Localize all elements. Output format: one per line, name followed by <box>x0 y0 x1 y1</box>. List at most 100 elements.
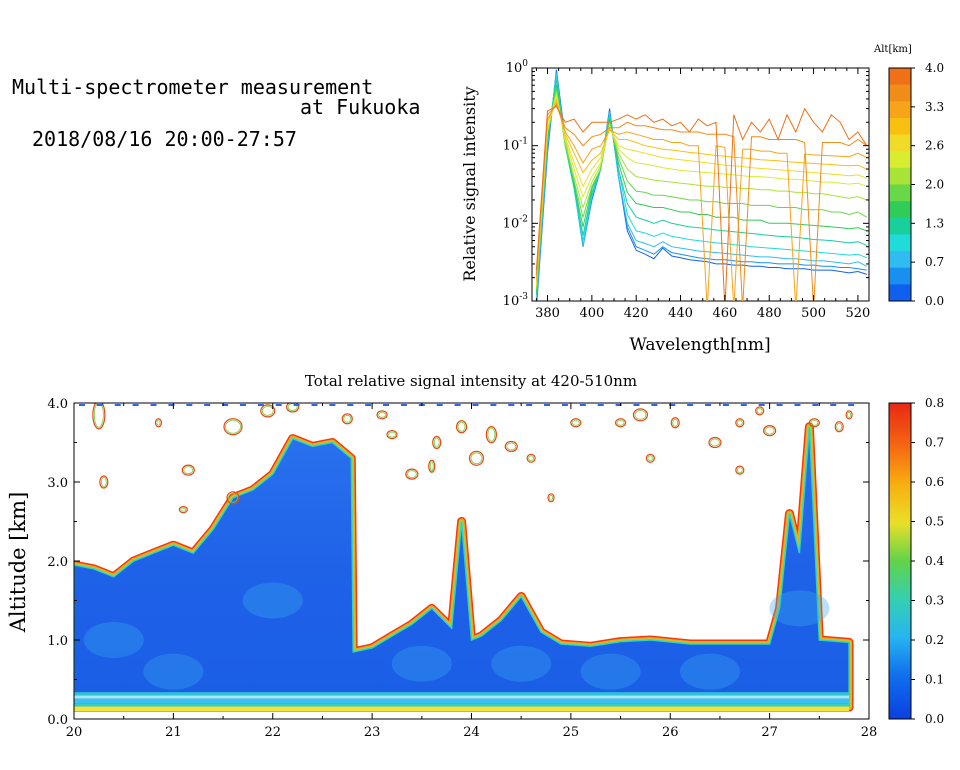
intensity-colorbar-label: 0.0 <box>925 712 944 726</box>
upper-cloud-contour <box>428 459 436 473</box>
altitude-colorbar-segment <box>889 68 911 86</box>
surface-band <box>74 706 850 712</box>
intensity-colorbar-label: 0.5 <box>925 515 944 529</box>
heatmap-texture-blob <box>143 653 204 690</box>
upper-cloud-contour <box>504 440 518 453</box>
surface-band <box>74 698 850 704</box>
upper-cloud-contour-inner <box>433 437 440 448</box>
heatmap-x-tick-label: 27 <box>761 725 778 740</box>
spectrum-series-line <box>535 85 867 293</box>
spectrum-series-line <box>535 94 867 286</box>
altitude-colorbar-label: 0.0 <box>925 294 944 308</box>
upper-cloud-contour <box>178 506 188 514</box>
intensity-colorbar-label: 0.3 <box>925 594 944 608</box>
upper-cloud-contour <box>670 417 680 429</box>
upper-cloud-contour-inner <box>647 455 654 462</box>
upper-cloud-contour <box>547 493 555 503</box>
upper-cloud-contour-inner <box>457 421 466 432</box>
heatmap-texture-blob <box>391 645 452 682</box>
intensity-colorbar-label: 0.6 <box>925 475 944 489</box>
upper-cloud-contour-inner <box>388 431 396 438</box>
spectrum-series-line <box>535 96 867 284</box>
altitude-colorbar-segment <box>889 251 911 269</box>
upper-cloud-contour-inner <box>506 442 517 451</box>
heatmap-y-tick-label: 0.0 <box>47 713 68 728</box>
upper-cloud-contour <box>405 468 419 480</box>
upper-cloud-contour-inner <box>736 467 743 474</box>
spectrum-x-tick-label: 440 <box>668 306 693 321</box>
spectrum-x-tick-label: 500 <box>801 306 826 321</box>
upper-cloud-contour <box>735 418 745 428</box>
altitude-colorbar-segment <box>889 201 911 219</box>
spectrum-series-line <box>535 104 868 301</box>
altitude-colorbar-segment <box>889 134 911 152</box>
spectrum-y-tick-mantissa: 10 <box>503 139 520 154</box>
spectrum-x-tick-label: 480 <box>757 306 782 321</box>
heatmap-cells <box>74 403 855 712</box>
upper-cloud-contour <box>223 418 243 436</box>
upper-cloud-contour <box>432 435 442 450</box>
heatmap-y-tick-label: 2.0 <box>47 555 68 570</box>
upper-cloud-contour-inner <box>470 452 483 465</box>
upper-cloud-contour <box>286 403 300 413</box>
upper-cloud-contour <box>485 426 497 444</box>
spectrum-x-tick-label: 420 <box>624 306 649 321</box>
intensity-colorbar-bar <box>888 402 912 720</box>
upper-cloud-contour <box>614 418 627 428</box>
upper-cloud-contour <box>99 475 109 489</box>
altitude-colorbar-segment <box>889 234 911 252</box>
upper-cloud-contour-inner <box>634 409 647 420</box>
heatmap-y-tick-label: 3.0 <box>47 476 68 491</box>
upper-cloud-contour-inner <box>180 507 187 512</box>
altitude-colorbar-segment <box>889 117 911 136</box>
upper-cloud-contour <box>341 413 353 425</box>
upper-cloud-contour-inner <box>736 419 743 426</box>
spectrum-y-tick-exponent: 0 <box>522 59 528 69</box>
spectrum-y-tick-exponent: -2 <box>519 214 528 224</box>
upper-cloud-contour <box>735 465 745 475</box>
upper-cloud-contour-inner <box>487 427 496 442</box>
altitude-colorbar-label: 3.3 <box>925 100 944 114</box>
cloud-region <box>74 426 850 708</box>
altitude-colorbar-label: 2.6 <box>925 139 944 153</box>
upper-cloud-contour <box>834 421 844 433</box>
heatmap-texture-blob <box>580 653 641 690</box>
heatmap-texture-blob <box>680 653 740 690</box>
altitude-colorbar-segment <box>889 284 911 302</box>
altitude-colorbar-segment <box>889 84 911 102</box>
intensity-colorbar: 0.8 0.7 0.6 0.5 0.4 0.3 0.2 0.1 0.0 <box>888 396 944 726</box>
upper-cloud-contour <box>468 450 485 466</box>
spectrum-y-tick-label: 100 <box>506 59 529 76</box>
upper-cloud-contour-inner <box>93 403 104 428</box>
heatmap-x-tick-label: 23 <box>364 725 381 740</box>
upper-cloud-contour-inner <box>225 419 241 434</box>
altitude-colorbar-segment <box>889 217 911 235</box>
altitude-colorbar: Alt[km] 4.0 3.3 2.6 2.0 1.3 0.7 0.0 <box>873 44 944 308</box>
upper-cloud-contour <box>526 453 536 463</box>
spectrum-y-axis-label: Relative signal intensity <box>460 86 479 281</box>
upper-cloud-contour-inner <box>406 470 417 479</box>
heatmap-x-tick-label: 21 <box>165 725 182 740</box>
upper-cloud-contour <box>181 464 195 476</box>
upper-cloud-contour <box>755 406 765 416</box>
intensity-colorbar-label: 0.8 <box>925 396 944 410</box>
upper-cloud-contour-inner <box>183 466 194 475</box>
heatmap-y-axis-label: Altitude [km] <box>6 492 30 634</box>
spectrum-y-tick-label: 10-3 <box>503 292 529 309</box>
upper-cloud-contour <box>154 418 163 428</box>
upper-cloud-contour <box>708 436 722 449</box>
spectrum-series-line <box>535 88 868 290</box>
header-title-line1: Multi-spectrometer measurement <box>12 75 374 99</box>
upper-cloud-contour-inner <box>672 418 679 427</box>
spectrum-x-tick-label: 400 <box>579 306 604 321</box>
spectrum-y-tick-mantissa: 10 <box>503 294 520 309</box>
upper-cloud-contour-inner <box>228 492 238 503</box>
upper-cloud-contour-inner <box>836 422 843 431</box>
upper-cloud-contour-inner <box>756 407 763 414</box>
heatmap-axes: 20 21 22 23 24 25 26 27 28 0.0 1.0 2.0 3.0 4.0 <box>47 397 877 740</box>
heatmap-texture-blob <box>83 622 144 658</box>
altitude-colorbar-segment <box>889 101 911 119</box>
intensity-colorbar-label: 0.7 <box>925 436 944 450</box>
heatmap-x-tick-label: 28 <box>861 725 878 740</box>
